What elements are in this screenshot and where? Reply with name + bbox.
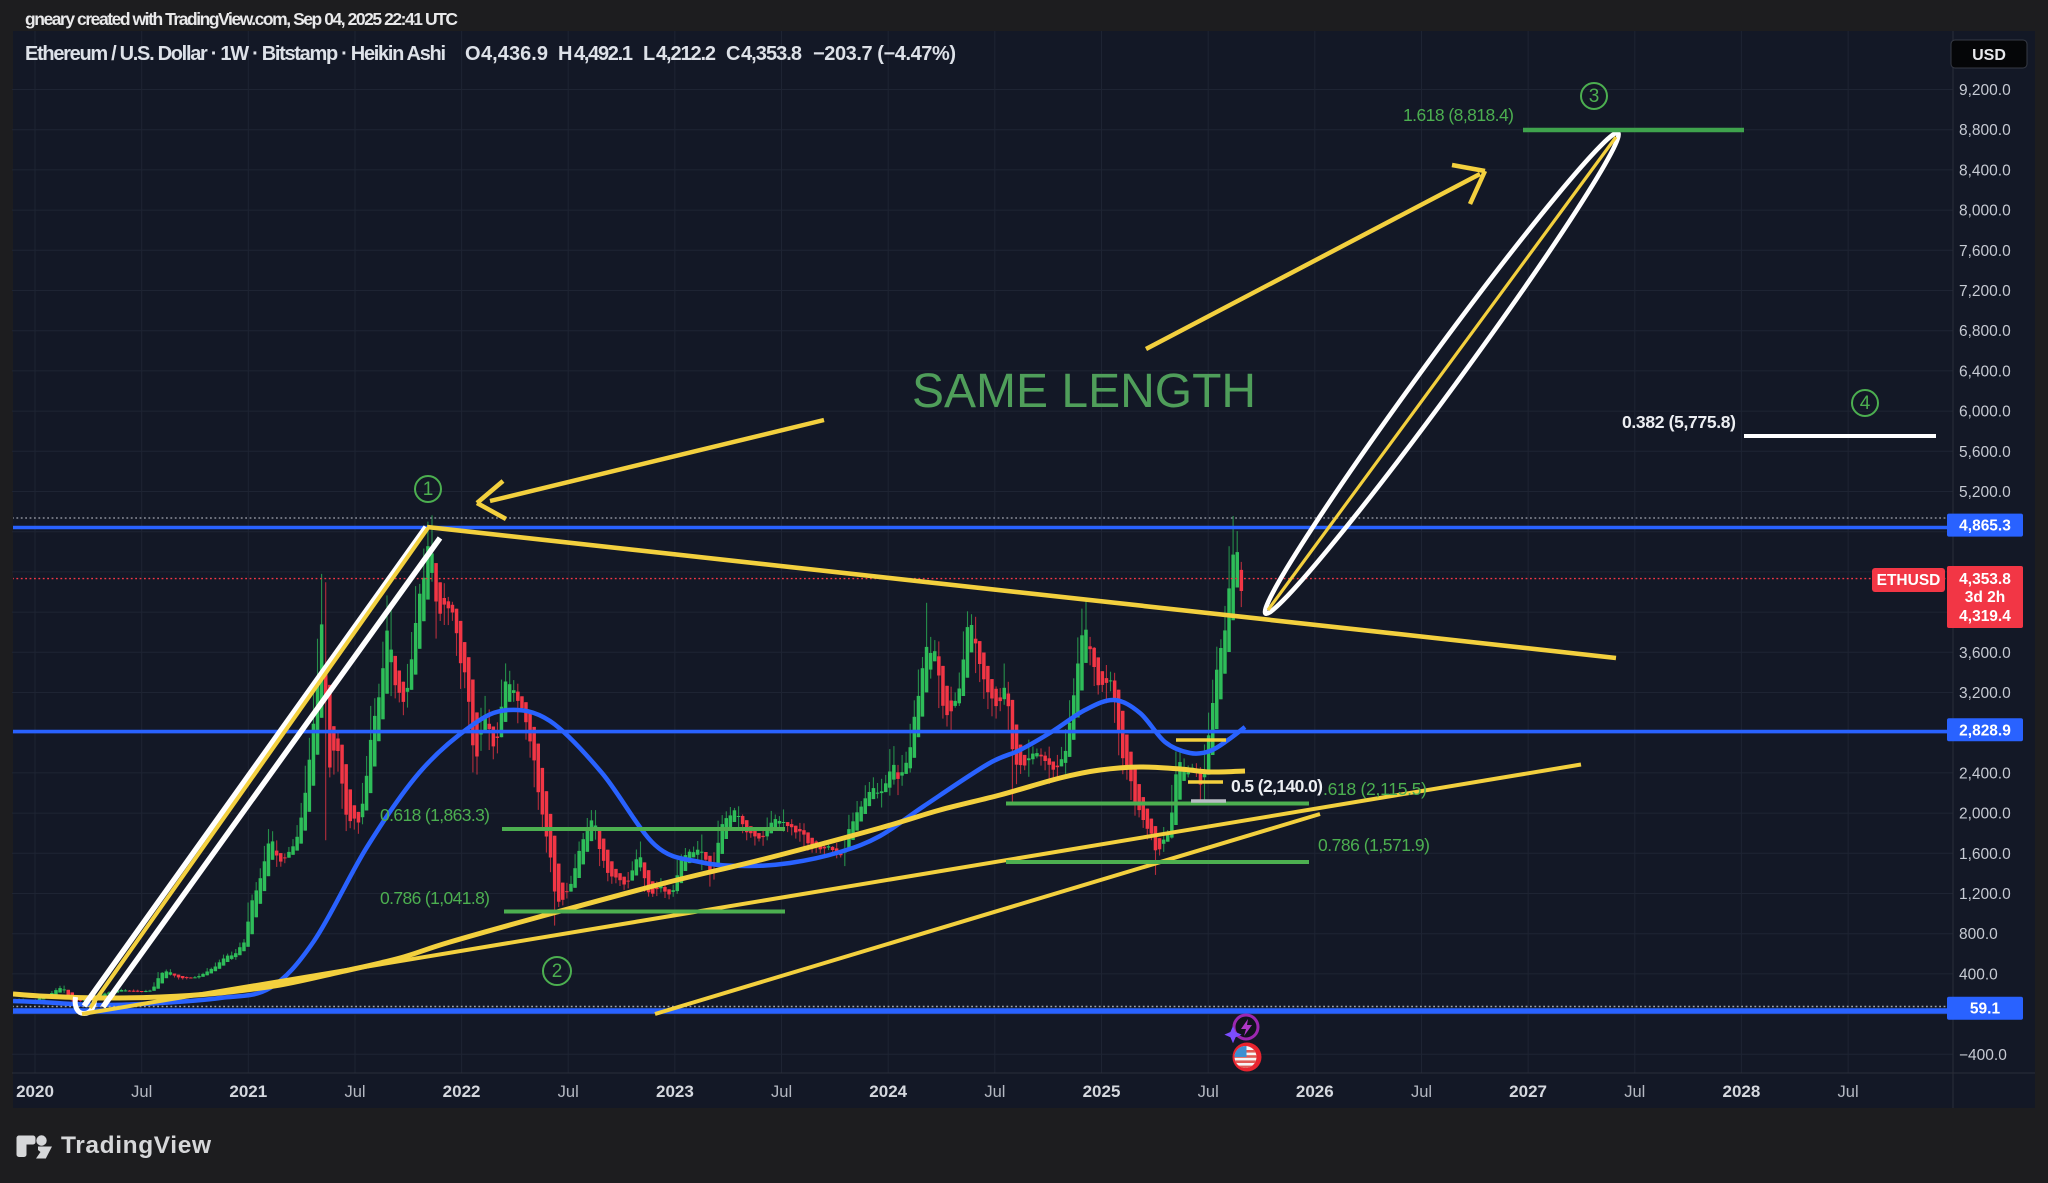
svg-text:4,436.9: 4,436.9 (481, 43, 548, 65)
svg-text:8,800.0: 8,800.0 (1959, 122, 2011, 139)
svg-text:Jul: Jul (984, 1083, 1005, 1101)
svg-text:3: 3 (1589, 86, 1600, 107)
svg-text:2,400.0: 2,400.0 (1959, 765, 2011, 782)
svg-text:4: 4 (1860, 393, 1871, 414)
svg-text:2025: 2025 (1083, 1082, 1121, 1101)
svg-text:2028: 2028 (1722, 1082, 1760, 1101)
svg-text:1,200.0: 1,200.0 (1959, 886, 2011, 903)
svg-text:Jul: Jul (771, 1083, 792, 1101)
svg-text:3d 2h: 3d 2h (1965, 589, 2005, 606)
svg-text:0.382 (5,775.8): 0.382 (5,775.8) (1622, 412, 1736, 432)
svg-text:−400.0: −400.0 (1959, 1047, 2007, 1064)
svg-text:gneary created with TradingVie: gneary created with TradingView.com, Sep… (25, 9, 458, 29)
svg-text:4,212.2: 4,212.2 (656, 43, 716, 65)
svg-text:1,600.0: 1,600.0 (1959, 846, 2011, 863)
svg-text:800.0: 800.0 (1959, 926, 1998, 943)
svg-text:7,200.0: 7,200.0 (1959, 283, 2011, 300)
svg-text:.618 (2,115.5): .618 (2,115.5) (1323, 779, 1427, 799)
svg-text:9,200.0: 9,200.0 (1959, 82, 2011, 99)
svg-text:Jul: Jul (1198, 1083, 1219, 1101)
svg-text:2022: 2022 (443, 1082, 481, 1101)
svg-text:2023: 2023 (656, 1082, 694, 1101)
svg-text:2026: 2026 (1296, 1082, 1334, 1101)
svg-text:H: H (558, 43, 572, 65)
svg-text:4,319.4: 4,319.4 (1959, 608, 2011, 625)
svg-text:−203.7 (−4.47%): −203.7 (−4.47%) (813, 43, 956, 65)
svg-text:2: 2 (552, 961, 563, 982)
svg-text:3,200.0: 3,200.0 (1959, 685, 2011, 702)
svg-text:Jul: Jul (344, 1083, 365, 1101)
svg-text:0.618 (1,863.3): 0.618 (1,863.3) (380, 805, 490, 825)
svg-text:0.786 (1,571.9): 0.786 (1,571.9) (1318, 835, 1430, 855)
svg-text:4,353.8: 4,353.8 (741, 43, 802, 65)
svg-text:8,000.0: 8,000.0 (1959, 203, 2011, 220)
svg-text:Jul: Jul (1411, 1083, 1432, 1101)
svg-text:1.618 (8,818.4): 1.618 (8,818.4) (1403, 105, 1514, 125)
svg-text:0.786 (1,041.8): 0.786 (1,041.8) (380, 888, 490, 908)
svg-text:6,000.0: 6,000.0 (1959, 404, 2011, 421)
svg-text:Jul: Jul (1624, 1083, 1645, 1101)
svg-text:Jul: Jul (1838, 1083, 1859, 1101)
svg-text:Jul: Jul (558, 1083, 579, 1101)
svg-text:1: 1 (423, 479, 434, 500)
svg-text:Ethereum / U.S. Dollar · 1W ·: Ethereum / U.S. Dollar · 1W · Bitstamp ·… (25, 43, 446, 65)
svg-text:4,353.8: 4,353.8 (1959, 571, 2011, 588)
svg-text:6,400.0: 6,400.0 (1959, 363, 2011, 380)
svg-text:2,828.9: 2,828.9 (1959, 722, 2011, 739)
svg-text:3,600.0: 3,600.0 (1959, 645, 2011, 662)
svg-text:7,600.0: 7,600.0 (1959, 243, 2011, 260)
svg-text:L: L (643, 43, 655, 65)
svg-text:TradingView: TradingView (61, 1132, 212, 1159)
svg-text:Jul: Jul (131, 1083, 152, 1101)
svg-text:2,000.0: 2,000.0 (1959, 806, 2011, 823)
svg-text:8,400.0: 8,400.0 (1959, 162, 2011, 179)
svg-text:C: C (726, 43, 740, 65)
svg-text:4,865.3: 4,865.3 (1959, 518, 2011, 535)
svg-text:59.1: 59.1 (1970, 1001, 2001, 1018)
svg-text:0.5 (2,140.0): 0.5 (2,140.0) (1231, 776, 1323, 796)
svg-text:USD: USD (1972, 47, 2006, 64)
svg-text:6,800.0: 6,800.0 (1959, 323, 2011, 340)
svg-text:ETHUSD: ETHUSD (1877, 572, 1941, 589)
svg-text:2024: 2024 (869, 1082, 907, 1101)
svg-text:2027: 2027 (1509, 1082, 1547, 1101)
svg-text:400.0: 400.0 (1959, 966, 1998, 983)
svg-text:2020: 2020 (16, 1082, 54, 1101)
svg-text:SAME LENGTH: SAME LENGTH (912, 365, 1256, 418)
svg-text:4,492.1: 4,492.1 (574, 43, 633, 65)
svg-text:2021: 2021 (229, 1082, 267, 1101)
svg-text:5,600.0: 5,600.0 (1959, 444, 2011, 461)
svg-text:5,200.0: 5,200.0 (1959, 484, 2011, 501)
svg-text:O: O (465, 43, 481, 65)
